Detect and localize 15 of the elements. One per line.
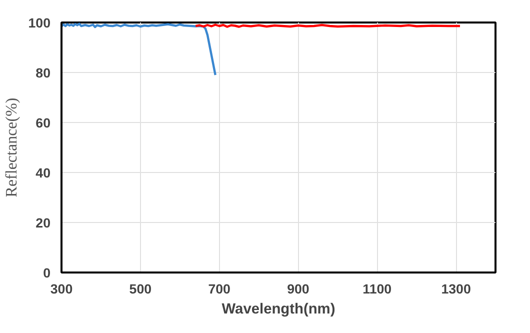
y-tick-label: 0 [43, 266, 51, 280]
x-tick-label: 1100 [362, 282, 392, 296]
y-tick-label: 40 [36, 166, 51, 180]
y-tick-label: 80 [36, 66, 51, 80]
x-tick-label: 700 [208, 282, 230, 296]
x-tick-label: 1300 [441, 282, 471, 296]
x-axis-title: Wavelength(nm) [222, 302, 336, 318]
y-tick-label: 100 [28, 16, 51, 30]
x-tick-label: 900 [287, 282, 310, 296]
line-series [62, 22, 216, 76]
x-tick-label: 500 [129, 282, 152, 296]
y-axis-title: Reflectance(%) [3, 98, 20, 198]
y-tick-label: 20 [36, 216, 51, 230]
y-tick-label: 60 [36, 116, 51, 130]
x-tick-label: 300 [50, 282, 73, 296]
